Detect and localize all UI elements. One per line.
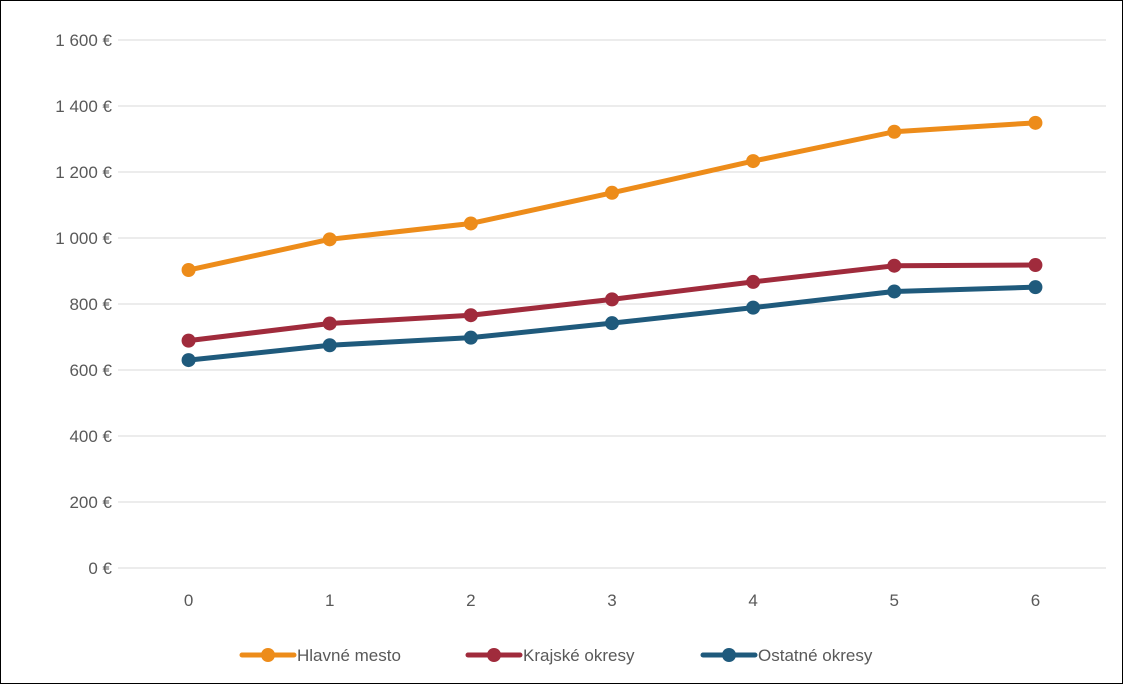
legend-marker (487, 648, 501, 662)
y-tick-label: 1 600 € (55, 31, 112, 50)
x-tick-label: 6 (1031, 591, 1040, 610)
data-point (1028, 280, 1043, 295)
x-tick-label: 0 (184, 591, 193, 610)
data-point (322, 338, 337, 353)
y-tick-label: 800 € (69, 295, 112, 314)
data-point (181, 353, 196, 368)
series-1 (181, 115, 1043, 278)
data-point (605, 292, 619, 307)
legend-label: Hlavné mesto (297, 646, 401, 665)
series-3 (181, 280, 1043, 368)
x-tick-label: 2 (466, 591, 475, 610)
data-point (887, 124, 902, 139)
y-tick-label: 600 € (69, 361, 112, 380)
y-axis-tick-labels: 0 € 200 € 400 € 600 € 800 € 1 000 € 1 200 € 1 4… (55, 31, 112, 578)
legend-label: Ostatné okresy (758, 646, 873, 665)
data-point (605, 316, 619, 331)
y-tick-label: 200 € (69, 493, 112, 512)
series-lines (181, 115, 1043, 368)
data-point (322, 316, 337, 331)
data-point (887, 258, 902, 273)
x-axis-tick-labels: 0 1 2 3 4 5 6 (184, 591, 1040, 610)
data-point (1028, 258, 1043, 273)
data-point (181, 333, 196, 348)
legend-marker (261, 648, 275, 662)
legend: Hlavné mesto Krajské okresy Ostatné okresy (239, 646, 873, 665)
data-point (463, 330, 478, 345)
y-tick-label: 1 400 € (55, 97, 112, 116)
data-point (887, 284, 902, 299)
x-tick-label: 1 (325, 591, 334, 610)
legend-label: Krajské okresy (523, 646, 635, 665)
legend-item: Hlavné mesto (239, 646, 401, 665)
y-tick-label: 1 000 € (55, 229, 112, 248)
legend-item: Ostatné okresy (700, 646, 873, 665)
data-point (322, 232, 337, 247)
x-tick-label: 4 (748, 591, 757, 610)
data-point (463, 308, 478, 323)
data-point (605, 185, 619, 200)
x-tick-label: 5 (890, 591, 899, 610)
x-tick-label: 3 (607, 591, 616, 610)
legend-marker (722, 648, 736, 662)
y-tick-label: 400 € (69, 427, 112, 446)
data-point (1028, 115, 1043, 130)
data-point (746, 274, 761, 289)
data-point (181, 263, 196, 278)
grid-lines (118, 39, 1106, 569)
y-tick-label: 0 € (88, 559, 112, 578)
series-2 (181, 258, 1043, 348)
data-point (746, 154, 761, 169)
data-point (746, 300, 761, 315)
y-tick-label: 1 200 € (55, 163, 112, 182)
data-point (463, 216, 478, 231)
legend-item: Krajské okresy (465, 646, 635, 665)
